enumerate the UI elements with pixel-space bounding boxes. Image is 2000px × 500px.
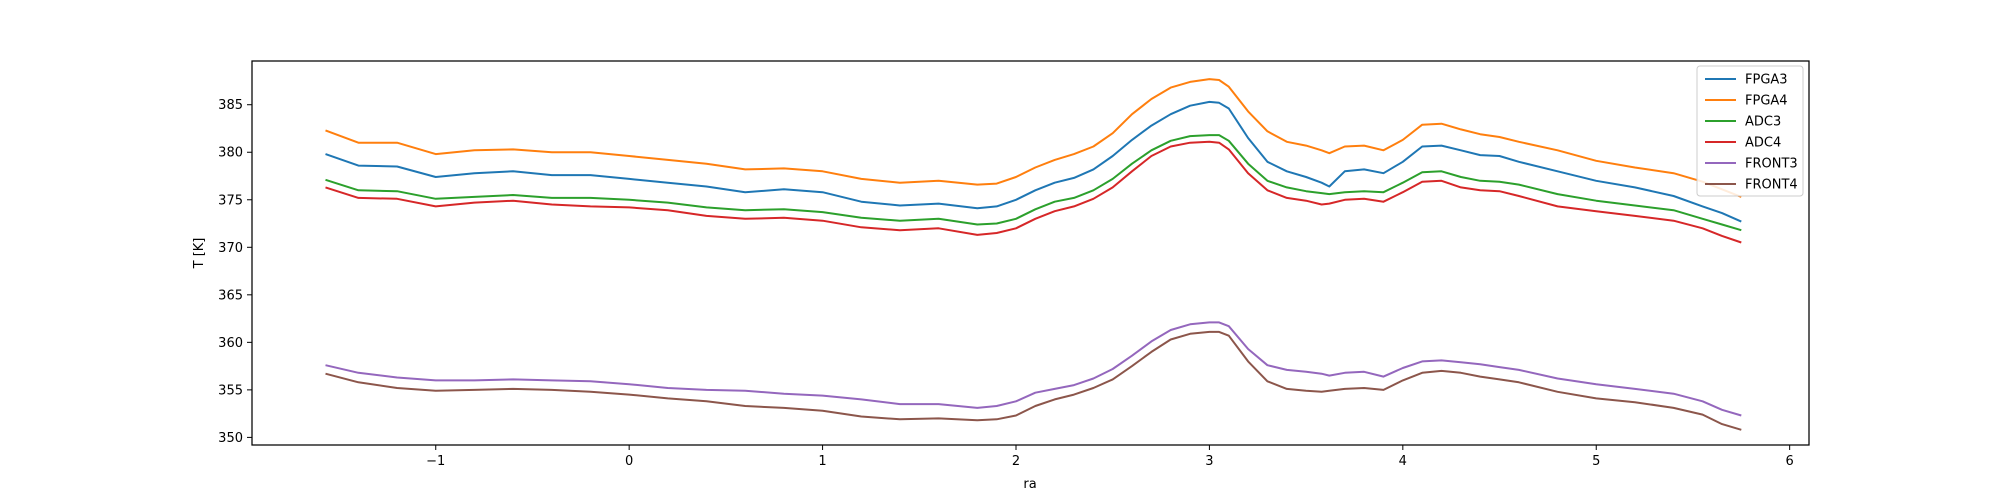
- series-line-fpga4: [325, 78, 1742, 198]
- legend: FPGA3 FPGA4 ADC3 ADC4 FRONT3 FRONT4: [1696, 65, 1804, 197]
- y-tick-label: 360: [218, 336, 243, 351]
- series-line-front4: [325, 330, 1742, 431]
- series-layer: [325, 78, 1742, 431]
- legend-label-adc4: ADC4: [1745, 136, 1781, 151]
- series-line-front3: [325, 321, 1742, 417]
- y-tick-label: 365: [218, 288, 243, 303]
- series-line-adc3: [325, 134, 1742, 232]
- axes-frame: [251, 60, 1810, 446]
- y-tick-label: 370: [218, 241, 243, 256]
- x-tick-label: 1: [818, 454, 826, 469]
- y-tick-label: 350: [218, 431, 243, 446]
- legend-label-fpga3: FPGA3: [1745, 73, 1788, 88]
- x-tick-label: −1: [426, 454, 445, 469]
- y-tick-label: 355: [218, 383, 243, 398]
- y-axis-label: T [K]: [192, 238, 207, 270]
- legend-label-front3: FRONT3: [1745, 157, 1798, 172]
- y-tick-label: 380: [218, 146, 243, 161]
- y-tick-label: 385: [218, 98, 243, 113]
- x-tick-label: 4: [1399, 454, 1407, 469]
- x-tick-label: 5: [1592, 454, 1600, 469]
- series-line-adc4: [325, 140, 1742, 244]
- x-tick-label: 6: [1786, 454, 1794, 469]
- x-axis-label: ra: [1023, 477, 1036, 492]
- y-tick-label: 375: [218, 193, 243, 208]
- x-tick-label: 0: [625, 454, 633, 469]
- legend-label-front4: FRONT4: [1745, 178, 1798, 193]
- legend-label-fpga4: FPGA4: [1745, 94, 1788, 109]
- series-line-fpga3: [325, 100, 1742, 223]
- x-tick-label: 3: [1205, 454, 1213, 469]
- y-axis: 350 355 360 365 370 375 380 385: [218, 98, 252, 446]
- x-tick-label: 2: [1012, 454, 1020, 469]
- x-axis: −1 0 1 2 3 4 5 6: [426, 445, 1794, 469]
- legend-label-adc3: ADC3: [1745, 115, 1781, 130]
